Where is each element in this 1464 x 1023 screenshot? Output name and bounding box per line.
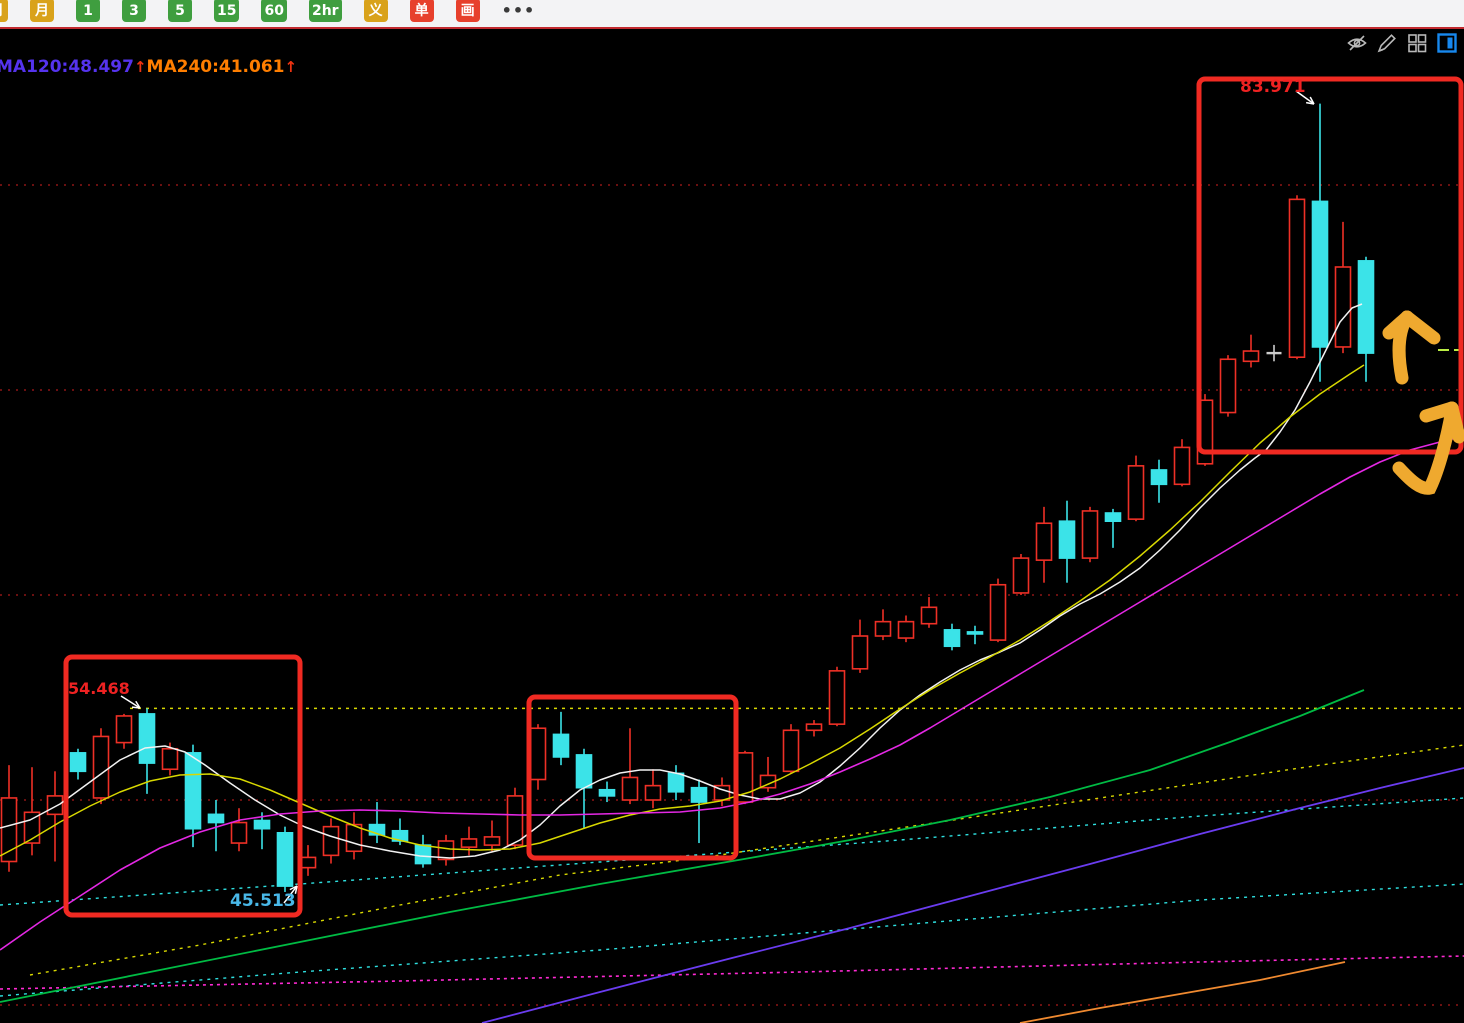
header-icon-row: [1346, 32, 1458, 54]
ma-legend: MA120:48.497↑MA240:41.061↑: [0, 57, 297, 77]
pencil-icon[interactable]: [1376, 32, 1398, 54]
ma120-up-arrow: ↑: [133, 58, 147, 76]
toolbar-more-button[interactable]: •••: [501, 1, 536, 20]
toolbar-button-10[interactable]: 单: [409, 0, 434, 22]
hand-drawn-arrows: [1382, 310, 1464, 495]
annotation-boxes: [63, 76, 1464, 918]
left-high-price-label: 54.468: [68, 679, 130, 698]
ma240-up-arrow: ↑: [284, 58, 298, 76]
ma-lines: [0, 303, 1464, 951]
toolbar-button-3[interactable]: 1: [76, 0, 100, 22]
toolbar-button-8[interactable]: 2hr: [308, 0, 342, 22]
panel-layout-icon[interactable]: [1436, 32, 1458, 54]
candles: [0, 103, 1375, 892]
peak-price-label: 83.971: [1240, 77, 1306, 97]
grid-layout-icon[interactable]: [1406, 32, 1428, 54]
toolbar-button-9[interactable]: 义: [363, 0, 388, 22]
ma120-legend-value: MA120:48.497: [0, 57, 134, 77]
toolbar-button-2[interactable]: 月: [30, 0, 54, 22]
eye-off-icon[interactable]: [1346, 32, 1368, 54]
trend-lines: [0, 689, 1464, 1023]
toolbar-button-1[interactable]: 周: [0, 0, 8, 22]
toolbar-button-4[interactable]: 3: [122, 0, 146, 22]
left-low-price-label: 45.513: [230, 891, 296, 911]
toolbar: 周月135 15 60 2hr 义单画 •••: [0, 0, 1464, 29]
toolbar-button-11[interactable]: 画: [455, 0, 480, 22]
toolbar-button-7[interactable]: 60: [261, 0, 287, 22]
toolbar-button-6[interactable]: 15: [214, 0, 240, 22]
toolbar-button-5[interactable]: 5: [168, 0, 192, 22]
price-gridlines: [0, 184, 1464, 1006]
ma240-legend-value: MA240:41.061: [146, 57, 285, 77]
pointer-arrows: [120, 90, 1315, 904]
